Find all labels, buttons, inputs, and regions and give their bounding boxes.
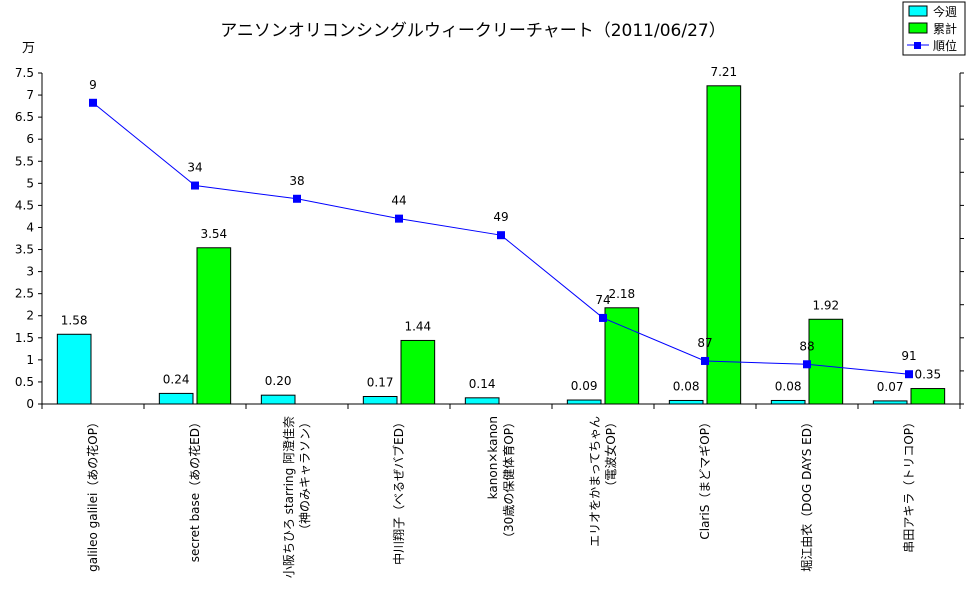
y-tick-label: 7 (26, 88, 34, 102)
data-label-weekly: 0.08 (775, 379, 802, 393)
legend-swatch (908, 22, 928, 34)
data-label-rank: 44 (391, 194, 406, 208)
y-tick-label: 2.5 (15, 287, 34, 301)
x-tick-label-line: secret base（あの花ED） (187, 416, 202, 562)
bar-cumulative (196, 247, 232, 405)
data-label-cumulative: 7.21 (710, 65, 737, 79)
x-tick-label: 堀江由衣（DOG DAYS ED） (799, 416, 814, 572)
bar-weekly (770, 399, 806, 405)
y-tick-label: 4 (26, 220, 34, 234)
bar-cumulative (400, 339, 436, 405)
x-tick-label: 串田アキラ（トリコOP） (902, 416, 916, 553)
rank-marker (191, 181, 199, 190)
bar-weekly (464, 397, 500, 405)
y-tick-label: 1.5 (15, 331, 34, 345)
y-tick-label: 2 (26, 309, 34, 323)
y-tick-label: 0.5 (15, 375, 34, 389)
data-label-weekly: 0.20 (265, 374, 292, 388)
data-label-cumulative: 0.35 (914, 368, 941, 382)
legend-label: 累計 (933, 21, 957, 36)
y-tick-label: 6 (26, 132, 34, 146)
rank-marker (701, 356, 709, 365)
data-label-rank: 34 (187, 161, 202, 175)
data-label-weekly: 0.09 (571, 379, 598, 393)
bar-cumulative (910, 388, 946, 405)
x-tick-label-line: （神のみキャラソン） (298, 416, 312, 536)
data-label-weekly: 0.08 (673, 379, 700, 393)
data-label-rank: 88 (799, 339, 814, 353)
x-tick-label: 小阪ちひろ starring 阿澄佳奈 （神のみキャラソン） (281, 416, 312, 578)
y-tick-label: 3 (26, 265, 34, 279)
x-tick-label: ClariS（まどマギOP） (698, 416, 712, 540)
data-label-cumulative: 3.54 (200, 227, 227, 241)
y-tick-label: 5 (26, 176, 34, 190)
y-tick-label: 1 (26, 353, 34, 367)
x-tick-label: エリオをかまってちゃん （電波女OP） (588, 416, 618, 547)
plot-area: 00.511.522.533.544.555.566.577.51.58gali… (15, 65, 964, 578)
data-label-weekly: 0.07 (877, 380, 904, 394)
rank-marker (89, 98, 97, 107)
rank-marker (599, 313, 607, 322)
y-axis-unit-label: 万 (22, 41, 35, 56)
data-label-cumulative: 2.18 (608, 287, 635, 301)
data-label-rank: 38 (289, 174, 304, 188)
rank-marker (293, 194, 301, 203)
data-label-weekly: 0.17 (367, 375, 394, 389)
data-label-rank: 49 (493, 210, 508, 224)
y-tick-label: 4.5 (15, 198, 34, 212)
bar-weekly (260, 394, 296, 405)
legend-label: 今週 (933, 4, 957, 19)
x-tick-label-line: エリオをかまってちゃん (588, 416, 602, 547)
x-tick-label: secret base（あの花ED） (187, 416, 202, 562)
data-label-cumulative: 1.44 (404, 319, 431, 333)
rank-marker (497, 231, 505, 240)
x-tick-label: 中川翔子（べるぜバブED） (391, 416, 406, 565)
y-tick-label: 6.5 (15, 110, 34, 124)
data-label-weekly: 0.14 (469, 377, 496, 391)
y-tick-label: 3.5 (15, 243, 34, 257)
bar-weekly (362, 395, 398, 405)
legend-swatch (908, 5, 928, 17)
legend-swatch-marker (914, 42, 921, 49)
x-tick-label-line: 小阪ちひろ starring 阿澄佳奈 (281, 416, 296, 578)
x-tick-label: galileo galilei（あの花OP） (85, 416, 100, 572)
x-tick-label-line: 串田アキラ（トリコOP） (902, 416, 916, 553)
bar-weekly (56, 333, 92, 405)
data-label-cumulative: 1.92 (812, 298, 839, 312)
bar-cumulative (604, 307, 640, 405)
x-tick-label: kanon×kanon （30歳の保健体育OP） (486, 416, 516, 544)
data-label-weekly: 0.24 (163, 372, 190, 386)
data-label-rank: 74 (595, 293, 610, 307)
bar-weekly (566, 399, 602, 405)
bar-weekly (668, 399, 704, 405)
bar-weekly (158, 392, 194, 405)
data-label-rank: 9 (89, 78, 97, 92)
bar-weekly (872, 400, 908, 405)
x-tick-label-line: galileo galilei（あの花OP） (85, 416, 100, 572)
x-tick-label-line: 中川翔子（べるぜバブED） (391, 416, 406, 565)
rank-marker (803, 360, 811, 369)
y-tick-label: 7.5 (15, 66, 34, 80)
x-tick-label-line: ClariS（まどマギOP） (698, 416, 712, 540)
legend-label: 順位 (933, 38, 957, 53)
data-label-rank: 91 (901, 349, 916, 363)
rank-marker (395, 214, 403, 223)
x-tick-label-line: kanon×kanon (486, 416, 500, 499)
x-tick-label-line: （電波女OP） (603, 416, 618, 493)
chart-title: アニソンオリコンシングルウィークリーチャート（2011/06/27） (220, 21, 725, 41)
data-label-weekly: 1.58 (61, 313, 88, 327)
rank-marker (905, 370, 913, 379)
x-tick-label-line: 堀江由衣（DOG DAYS ED） (799, 416, 814, 572)
y-tick-label: 5.5 (15, 154, 34, 168)
data-label-rank: 87 (697, 336, 712, 350)
y-tick-label: 0 (26, 397, 34, 411)
bar-cumulative (706, 85, 742, 405)
x-tick-label-line: （30歳の保健体育OP） (501, 416, 516, 544)
bar-cumulative (808, 318, 844, 405)
